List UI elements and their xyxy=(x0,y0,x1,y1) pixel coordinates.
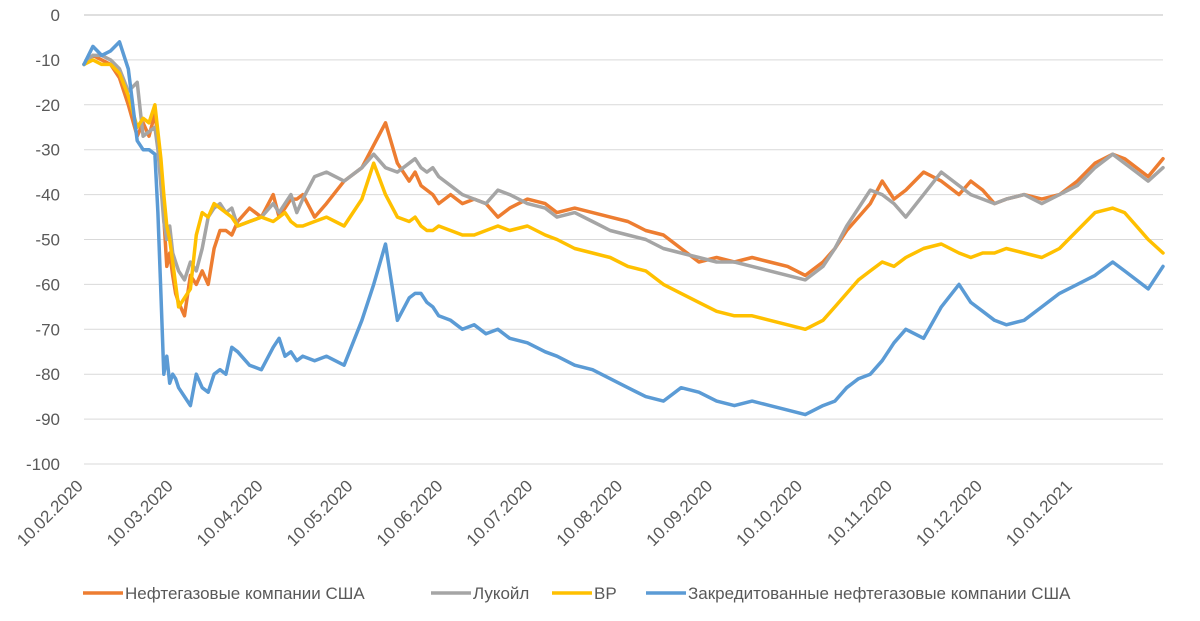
x-tick-label: 10.08.2020 xyxy=(553,476,627,550)
x-tick-label: 10.01.2021 xyxy=(1002,476,1076,550)
series-line-1 xyxy=(82,53,1165,282)
y-tick-label: -90 xyxy=(35,410,60,429)
y-tick-label: -20 xyxy=(35,96,60,115)
x-tick-label: 10.10.2020 xyxy=(733,476,807,550)
x-tick-label: 10.02.2020 xyxy=(13,476,87,550)
x-tick-label: 10.04.2020 xyxy=(193,476,267,550)
x-tick-label: 10.07.2020 xyxy=(463,476,537,550)
y-tick-label: -60 xyxy=(35,275,60,294)
legend-label-1: Лукойл xyxy=(473,584,529,603)
y-tick-label: -100 xyxy=(26,455,60,474)
legend-label-2: BP xyxy=(594,584,617,603)
y-tick-label: 0 xyxy=(51,6,60,25)
x-tick-label: 10.12.2020 xyxy=(912,476,986,550)
x-tick-label: 10.06.2020 xyxy=(373,476,447,550)
y-tick-label: -40 xyxy=(35,186,60,205)
x-tick-label: 10.11.2020 xyxy=(823,476,896,549)
legend-label-3: Закредитованные нефтегазовые компании СШ… xyxy=(688,584,1071,603)
x-tick-label: 10.05.2020 xyxy=(283,476,357,550)
legend: Нефтегазовые компании США Лукойл BP Закреди… xyxy=(83,584,1071,603)
series-line-3 xyxy=(82,40,1165,417)
x-tick-label: 10.09.2020 xyxy=(643,476,717,550)
legend-label-0: Нефтегазовые компании США xyxy=(125,584,365,603)
y-tick-label: -50 xyxy=(35,231,60,250)
series-line-2 xyxy=(82,58,1165,332)
y-tick-label: -10 xyxy=(35,51,60,70)
x-tick-label: 10.03.2020 xyxy=(103,476,177,550)
series-lines xyxy=(82,40,1165,417)
gridlines xyxy=(84,14,1163,465)
y-axis-ticks: 0 -10 -20 -30 -40 -50 -60 -70 -80 -90 -100 xyxy=(26,6,60,474)
y-tick-label: -70 xyxy=(35,320,60,339)
series-line-0 xyxy=(82,53,1165,318)
y-tick-label: -30 xyxy=(35,141,60,160)
y-tick-label: -80 xyxy=(35,365,60,384)
x-axis-ticks: 10.02.2020 10.03.2020 10.04.2020 10.05.2020… xyxy=(13,476,1076,550)
